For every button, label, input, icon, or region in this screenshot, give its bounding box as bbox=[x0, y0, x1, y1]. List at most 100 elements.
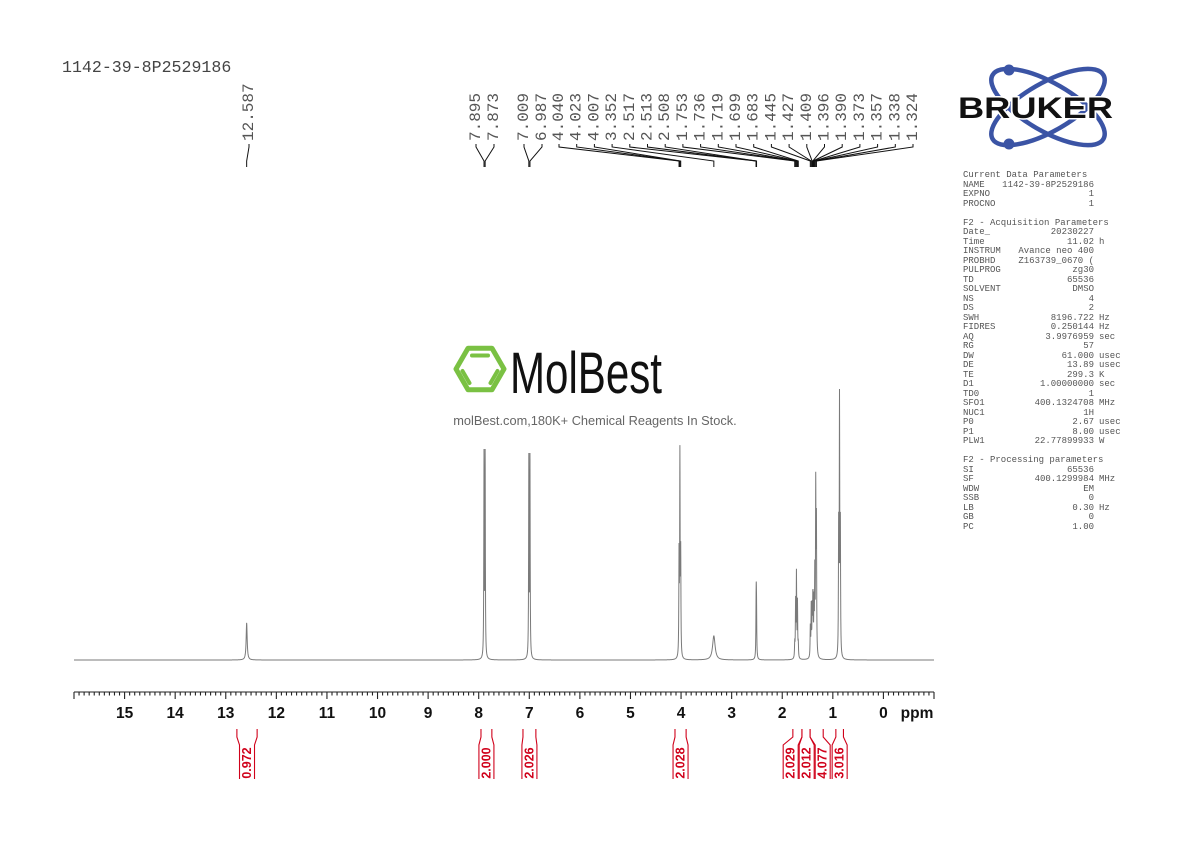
parameter-key: TE bbox=[963, 369, 974, 380]
parameter-value: 1.00000000 bbox=[1039, 379, 1094, 389]
parameter-key: GB bbox=[963, 512, 974, 522]
parameter-row: NS 4 bbox=[963, 293, 1123, 305]
integral-bracket-left bbox=[236, 729, 241, 779]
peak-connector bbox=[611, 144, 715, 167]
integral-value: 2.026 bbox=[522, 747, 536, 778]
x-tick-label: 9 bbox=[424, 705, 433, 722]
parameter-row: PC 1.00 bbox=[963, 521, 1123, 533]
peak-label: 2.508 bbox=[656, 93, 758, 167]
peak-label: 7.873 bbox=[484, 93, 503, 167]
peak-shift-value: 1.357 bbox=[869, 93, 887, 141]
parameter-key: WDW bbox=[963, 483, 980, 494]
molbest-tagline: molBest.com,180K+ Chemical Reagents In S… bbox=[453, 413, 737, 428]
parameter-unit: usec bbox=[1099, 426, 1121, 437]
parameter-unit: MHz bbox=[1099, 474, 1116, 484]
parameter-unit: Hz bbox=[1099, 502, 1110, 513]
peak-connector bbox=[558, 144, 680, 167]
parameter-unit: h bbox=[1099, 236, 1105, 247]
integral-value: 2.029 bbox=[784, 747, 798, 778]
x-tick-label: 3 bbox=[727, 705, 736, 722]
parameter-unit: Hz bbox=[1099, 322, 1110, 332]
integral-bracket-left bbox=[831, 729, 837, 779]
x-tick-label: 6 bbox=[576, 705, 585, 722]
parameter-row: INSTRUM Avance neo 400 bbox=[963, 246, 1123, 257]
integral-bracket-left bbox=[478, 729, 482, 779]
peak-shift-value: 4.023 bbox=[568, 93, 586, 141]
parameter-key: SOLVENT bbox=[963, 284, 1001, 294]
peak-connector bbox=[484, 144, 495, 167]
peak-label: 1.409 bbox=[798, 93, 816, 167]
parameter-section-title: Current Data Parameters bbox=[963, 170, 1088, 180]
integral-bracket-left bbox=[798, 729, 803, 779]
integral-bracket-right bbox=[842, 729, 848, 779]
parameter-row: NUC1 1H bbox=[963, 408, 1123, 419]
parameter-section: F2 - Processing parameters SI 65536 SF 400.1… bbox=[963, 455, 1123, 533]
peak-shift-value: 1.409 bbox=[798, 93, 816, 141]
peak-shift-value: 1.719 bbox=[709, 93, 727, 141]
parameter-value: 1 bbox=[1088, 189, 1094, 199]
parameter-value: Avance neo 400 bbox=[1018, 246, 1094, 256]
peak-connector bbox=[735, 144, 798, 167]
parameter-key: PULPROG bbox=[963, 265, 1001, 275]
peak-label-list: 12.587 7.895 7.873 7.009 6.987 4.040 4.023 4.00… bbox=[240, 83, 922, 167]
parameter-key: SSB bbox=[963, 493, 980, 503]
parameter-value: 1142-39-8P2529186 bbox=[1002, 179, 1094, 190]
peak-connector bbox=[815, 144, 896, 167]
peak-label: 1.683 bbox=[745, 93, 799, 167]
parameter-row: TE 299.3 K bbox=[963, 369, 1123, 381]
parameter-unit: Hz bbox=[1099, 312, 1110, 323]
integral-value: 4.077 bbox=[816, 747, 830, 778]
peak-label: 1.753 bbox=[674, 93, 796, 167]
parameter-key: NAME bbox=[963, 179, 985, 190]
peak-connector bbox=[717, 144, 797, 167]
integral-value: 3.016 bbox=[833, 747, 847, 778]
parameter-row: SFO1 400.1324708 MHz bbox=[963, 398, 1123, 409]
parameter-value: 400.1299984 bbox=[1034, 474, 1094, 484]
parameter-value: 2.67 bbox=[1072, 417, 1094, 427]
parameter-value: DMSO bbox=[1072, 284, 1094, 294]
x-tick-label: 11 bbox=[319, 705, 336, 722]
parameter-row: TD0 1 bbox=[963, 388, 1123, 400]
parameter-value: 1.00 bbox=[1072, 521, 1094, 532]
parameter-row: PULPROG zg30 bbox=[963, 265, 1123, 276]
x-tick-label: 13 bbox=[217, 705, 235, 722]
parameter-key: TD0 bbox=[963, 388, 980, 399]
parameter-row: SF 400.1299984 MHz bbox=[963, 474, 1123, 485]
parameter-row: GB 0 bbox=[963, 512, 1123, 523]
x-tick-label: 1 bbox=[829, 705, 838, 722]
integral-value: 2.028 bbox=[674, 747, 688, 778]
parameter-row: PROBHD Z163739_0670 ( bbox=[963, 256, 1123, 267]
parameter-key: PLW1 bbox=[963, 436, 985, 446]
spectrum-trace-group bbox=[74, 388, 934, 661]
parameter-key: RG bbox=[963, 341, 974, 351]
x-tick-label: 15 bbox=[116, 705, 134, 722]
peak-connector bbox=[812, 144, 843, 167]
parameter-row: FIDRES 0.250144 Hz bbox=[963, 322, 1123, 333]
parameter-section: F2 - Acquisition Parameters Date_ 20230227… bbox=[963, 218, 1123, 447]
peak-connector bbox=[700, 144, 797, 167]
peak-shift-value: 1.427 bbox=[780, 93, 798, 141]
peak-shift-value: 12.587 bbox=[240, 83, 258, 141]
peak-label: 7.895 bbox=[467, 93, 485, 167]
peak-label: 4.023 bbox=[568, 93, 681, 167]
parameter-value: 0 bbox=[1088, 512, 1094, 522]
peak-shift-value: 1.396 bbox=[816, 93, 834, 141]
parameter-section-title: F2 - Processing parameters bbox=[963, 455, 1104, 465]
parameter-row: PLW1 22.77899933 W bbox=[963, 436, 1123, 447]
parameter-value: zg30 bbox=[1072, 265, 1094, 275]
parameter-value: 0.30 bbox=[1072, 502, 1094, 513]
integral-region: 3.016 bbox=[831, 729, 848, 779]
integral-bracket-left bbox=[782, 729, 794, 779]
peak-shift-value: 4.040 bbox=[550, 93, 568, 141]
parameter-row: D1 1.00000000 sec bbox=[963, 379, 1123, 390]
integral-region: 4.077 bbox=[809, 729, 831, 779]
peak-shift-value: 2.517 bbox=[621, 93, 639, 141]
parameter-value: 4 bbox=[1088, 293, 1094, 304]
parameter-unit: usec bbox=[1099, 360, 1121, 370]
integral-list: 0.972 2.000 2.026 2.028 2.029 2.012 4.077 3.016 bbox=[236, 729, 848, 779]
parameter-row: SI 65536 bbox=[963, 465, 1123, 476]
parameter-value: 20230227 bbox=[1050, 227, 1094, 237]
parameter-value: 3.9976959 bbox=[1045, 331, 1094, 342]
